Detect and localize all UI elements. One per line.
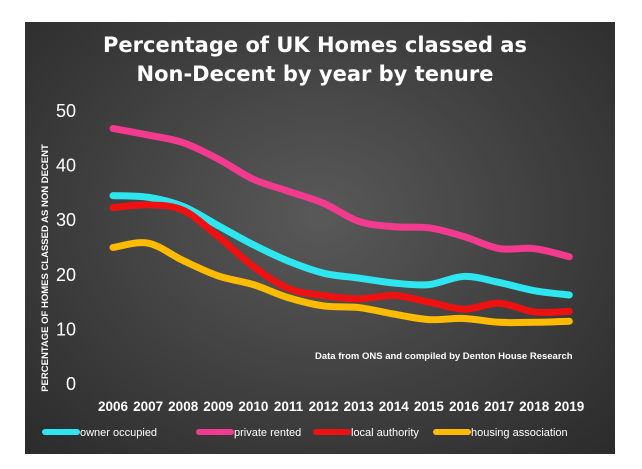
series-lines [109, 124, 573, 327]
x-tick-label: 2013 [344, 399, 375, 414]
chart-title-line-1: Percentage of UK Homes classed as [103, 33, 527, 57]
x-tick-label: 2008 [168, 399, 199, 414]
series-line-owner-occupied [109, 192, 573, 299]
chart-panel: Percentage of UK Homes classed as Non-De… [25, 22, 615, 454]
legend-label: owner occupied [80, 427, 157, 439]
y-tick-label: 40 [56, 156, 76, 176]
y-tick-label: 10 [56, 319, 76, 339]
y-tick-label: 50 [56, 101, 76, 121]
x-tick-label: 2016 [449, 399, 480, 414]
y-axis-label: PERCENTAGE OF HOMES CLASSED AS NON DECEN… [40, 144, 51, 392]
x-tick-label: 2007 [133, 399, 163, 414]
series-line-housing-association [109, 239, 573, 327]
chart-title-line-2: Non-Decent by year by tenure [137, 62, 494, 86]
x-tick-label: 2014 [379, 399, 410, 414]
x-tick-label: 2009 [203, 399, 233, 414]
series-line-private-rented [109, 124, 573, 261]
line-chart: Percentage of UK Homes classed as Non-De… [40, 33, 584, 439]
y-axis-ticks: 0 10 20 30 40 50 [56, 101, 76, 394]
legend-label: private rented [234, 427, 301, 439]
source-annotation: Data from ONS and compiled by Denton Hou… [315, 351, 573, 362]
y-tick-label: 30 [56, 210, 76, 230]
x-axis-ticks: 2006 2007 2008 2009 2010 2011 2012 2013 2014 2015… [98, 399, 584, 414]
x-tick-label: 2018 [519, 399, 550, 414]
x-tick-label: 2019 [554, 399, 584, 414]
y-tick-label: 20 [56, 265, 76, 285]
x-tick-label: 2006 [98, 399, 129, 414]
y-tick-label: 0 [66, 374, 76, 394]
legend-label: local authority [351, 427, 419, 439]
x-tick-label: 2015 [414, 399, 445, 414]
legend: owner occupied private rented local author… [42, 427, 568, 439]
x-tick-label: 2012 [309, 399, 339, 414]
x-tick-label: 2010 [238, 399, 268, 414]
x-tick-label: 2011 [274, 399, 304, 414]
x-tick-label: 2017 [484, 399, 514, 414]
series-line-local-authority [109, 201, 573, 316]
legend-label: housing association [471, 427, 568, 439]
